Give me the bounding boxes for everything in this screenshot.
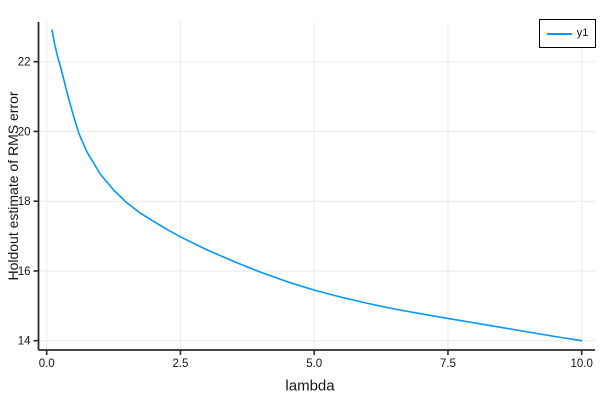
x-axis-label: lambda: [285, 377, 335, 395]
x-tick-label: 2.5: [172, 358, 188, 370]
y-tick-label: 22: [18, 57, 31, 69]
y-tick-label: 18: [18, 196, 31, 208]
y-tick-label: 14: [18, 336, 31, 348]
x-tick-label: 10.0: [571, 358, 593, 370]
legend-line-swatch: [546, 32, 572, 35]
x-tick-label: 5.0: [306, 358, 322, 370]
y-tick-label: 16: [18, 266, 31, 278]
x-tick-label: 7.5: [440, 358, 456, 370]
y-tick-label: 20: [18, 126, 31, 138]
y-axis-label: Holdout estimate of RMS error: [5, 91, 21, 281]
legend-entry-label: y1: [576, 27, 589, 39]
x-tick-label: 0.0: [39, 358, 55, 370]
legend: y1: [539, 19, 596, 48]
series-line: [51, 29, 583, 342]
